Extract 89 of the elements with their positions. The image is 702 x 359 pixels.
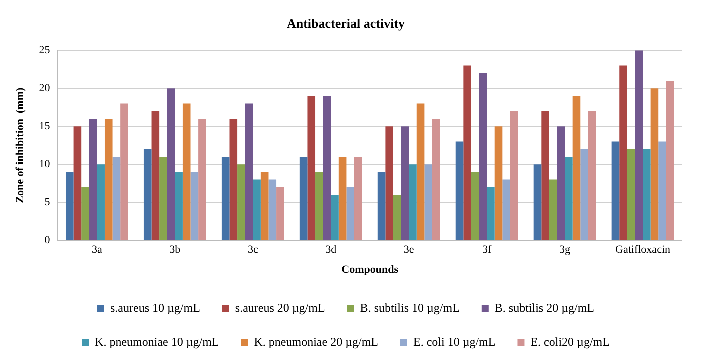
bar — [424, 164, 432, 240]
bar — [120, 104, 128, 240]
legend-label: B. subtilis 10 µg/mL — [360, 301, 460, 316]
y-tick-label: 20 — [39, 82, 51, 94]
chart-title: Antibacterial activity — [286, 16, 406, 32]
legend-label: B. subtilis 20 µg/mL — [494, 301, 594, 316]
bar — [588, 111, 596, 240]
bar — [416, 104, 425, 240]
bar — [82, 187, 90, 240]
bar — [627, 149, 636, 240]
bar — [643, 149, 651, 240]
bar — [534, 164, 542, 240]
bar — [354, 157, 362, 240]
bar — [260, 172, 269, 240]
legend-label: s.aureus 20 µg/mL — [235, 301, 326, 316]
bar — [502, 180, 510, 240]
bar — [175, 172, 183, 240]
bar — [401, 126, 410, 240]
bar — [338, 157, 347, 240]
bar — [182, 104, 191, 240]
x-tick-label: 3c — [248, 244, 258, 256]
x-tick-label: 3d — [326, 244, 338, 256]
bar — [471, 172, 480, 240]
bar — [386, 126, 394, 240]
bar — [557, 126, 566, 240]
bar — [152, 111, 160, 240]
bar — [620, 66, 628, 240]
bar — [580, 149, 588, 240]
bar — [276, 187, 284, 240]
bar — [144, 149, 152, 240]
bar — [378, 172, 386, 240]
x-tick-label: Gatifloxacin — [616, 244, 671, 256]
x-tick-label: 3g — [560, 244, 572, 256]
bar — [245, 104, 254, 240]
bar — [198, 119, 206, 240]
legend-label: K. pneumoniae 10 µg/mL — [95, 335, 220, 350]
bar — [650, 88, 659, 240]
bar — [268, 180, 277, 240]
bar — [190, 172, 199, 240]
bar — [222, 157, 230, 240]
y-tick-label: 5 — [44, 196, 51, 208]
legend-label: K. pneumoniae 20 µg/mL — [254, 335, 378, 350]
legend-label: E. coli 10 µg/mL — [413, 335, 496, 350]
bar — [66, 172, 74, 240]
y-tick-label: 25 — [39, 44, 51, 56]
bar — [565, 157, 573, 240]
bar — [549, 180, 558, 240]
y-tick-label: 10 — [39, 158, 51, 170]
bar — [238, 164, 246, 240]
bar — [635, 50, 644, 240]
y-tick-label: 0 — [44, 234, 51, 246]
bar — [487, 187, 495, 240]
bar — [658, 142, 666, 240]
bar — [300, 157, 308, 240]
bar — [572, 96, 581, 240]
bar — [112, 157, 121, 240]
bar — [316, 172, 324, 240]
bar — [97, 164, 105, 240]
x-tick-label: 3f — [482, 244, 492, 256]
legend-label: s.aureus 10 µg/mL — [110, 301, 200, 316]
bar — [409, 164, 417, 240]
bar — [167, 88, 176, 240]
x-tick-label: 3a — [92, 244, 102, 256]
bar — [346, 187, 355, 240]
x-tick-label: 3b — [170, 244, 182, 256]
bar — [323, 96, 332, 240]
bar — [74, 126, 82, 240]
bar — [666, 81, 674, 240]
bar — [510, 111, 518, 240]
bar — [612, 142, 620, 240]
bar — [432, 119, 440, 240]
legend-label: E. coli20 µg/mL — [530, 335, 610, 350]
bar — [393, 195, 402, 240]
bar — [331, 195, 339, 240]
bar — [456, 142, 464, 240]
bar — [230, 119, 238, 240]
bar — [104, 119, 113, 240]
bar — [494, 126, 503, 240]
bar — [253, 180, 261, 240]
y-tick-label: 15 — [39, 120, 51, 132]
bar — [542, 111, 550, 240]
bar — [308, 96, 316, 240]
x-tick-label: 3e — [404, 244, 414, 256]
y-axis-title: Zone of inhibition (mm) — [14, 88, 26, 204]
bar — [479, 73, 488, 240]
x-axis-title: Compounds — [342, 264, 400, 276]
bar — [160, 157, 168, 240]
bar — [89, 119, 98, 240]
bar — [464, 66, 472, 240]
